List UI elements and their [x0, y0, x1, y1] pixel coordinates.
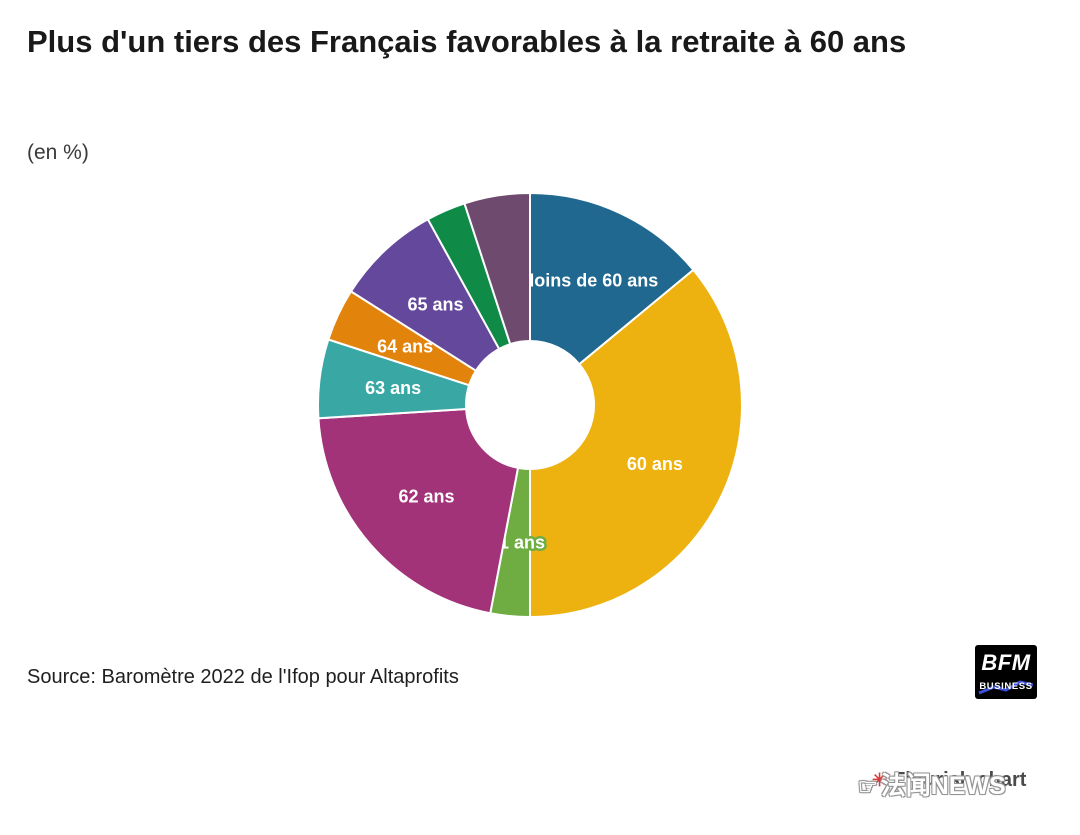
- bfm-business-logo: BFM BUSINESS: [975, 645, 1037, 699]
- pie-segment-moins-de-60-ans[interactable]: [529, 191, 695, 366]
- pie-label-65-ans: 65 ans: [408, 295, 464, 315]
- watermark-text: 法闻NEWS: [880, 772, 1006, 800]
- pie-segment-62-ans[interactable]: [317, 407, 520, 615]
- pie-segment-unlabeled[interactable]: [463, 191, 531, 346]
- chart-subtitle: (en %): [27, 141, 89, 164]
- chart-title: Plus d'un tiers des Français favorables …: [27, 24, 907, 59]
- watermark: ☞ 法闻NEWS: [858, 766, 1006, 802]
- source-text: Source: Baromètre 2022 de l'Ifop pour Al…: [27, 666, 459, 688]
- pie-label-62-ans: 62 ans: [398, 487, 454, 507]
- pie-segment-60-ans[interactable]: [529, 268, 743, 619]
- bfm-logo-chart-line-icon: [978, 680, 1034, 695]
- pie-label-moins-de-60-ans: Moins de 60 ans: [519, 270, 658, 290]
- flourish-attribution[interactable]: ✳ Flourish chart: [872, 769, 1026, 792]
- bfm-logo-text: BFM: [981, 650, 1031, 675]
- flourish-flower-icon: ✳: [872, 770, 888, 790]
- pie-label-64-ans: 64 ans: [377, 337, 433, 357]
- bfm-logo-subtext: BUSINESS: [979, 681, 1033, 692]
- pie-label-60-ans: 60 ans: [627, 454, 683, 474]
- pie-label-63-ans: 63 ans: [365, 378, 421, 398]
- flourish-attribution-label: Flourish chart: [893, 769, 1027, 791]
- watermark-doodle-icon: ☞: [858, 774, 878, 799]
